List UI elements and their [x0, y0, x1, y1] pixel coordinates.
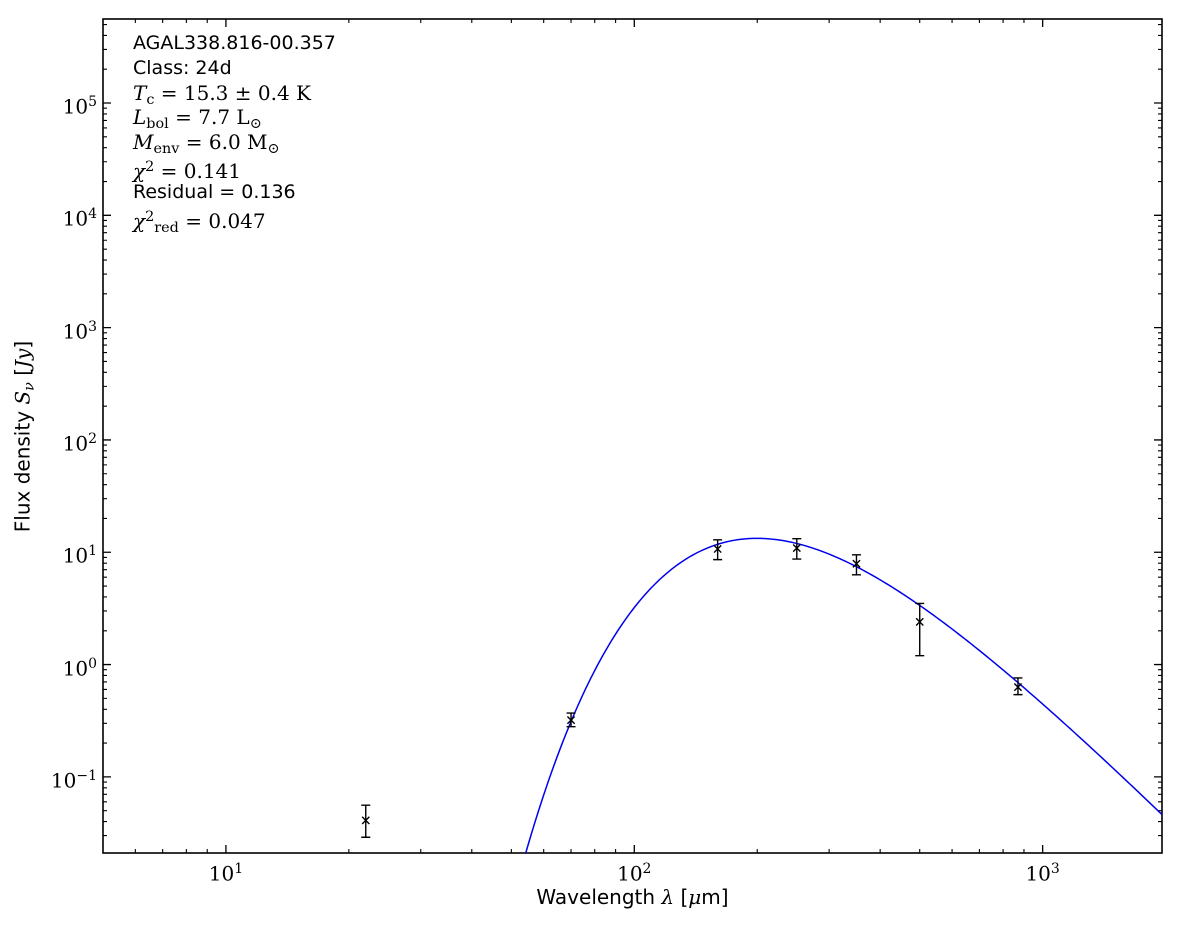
x-tick-label: 101 [208, 861, 244, 886]
plot-border [102, 18, 1163, 854]
annotation-block: AGAL338.816-00.357 Class: 24d Tc = 15.3 ± … [133, 31, 336, 236]
data-point-marker [713, 544, 722, 554]
y-tick-label: 101 [62, 543, 97, 568]
axis-ticks-minor [103, 19, 1162, 853]
y-tick-label: 104 [62, 206, 97, 232]
y-tick-label: 103 [62, 318, 97, 344]
annotation-line: Tc = 15.3 ± 0.4 K [133, 80, 311, 108]
annotation-line: Lbol = 7.7 L⊙ [133, 105, 262, 133]
data-point-marker [361, 816, 370, 825]
y-tick-label: 10−1 [50, 767, 97, 793]
axis-ticks-major [103, 19, 1162, 853]
fit-curve [524, 537, 1162, 853]
data-point-errorbar [851, 554, 861, 576]
annotation-line: Residual = 0.136 [133, 180, 296, 203]
data-point-marker [792, 543, 801, 553]
data-point-errorbar [915, 602, 925, 657]
annotation-line: Menv = 6.0 M⊙ [133, 130, 280, 158]
x-tick-label: 102 [617, 861, 652, 886]
data-point-marker [915, 617, 924, 626]
x-axis-label: Wavelength λ [μm] [536, 885, 729, 909]
y-tick-label: 100 [62, 655, 97, 681]
data-point-marker [566, 716, 576, 725]
data-point-marker [1013, 683, 1023, 692]
annotation-line: χ2red = 0.047 [133, 208, 266, 236]
data-point-marker [852, 559, 861, 568]
x-tick-label: 103 [1025, 861, 1060, 886]
annotation-line: Class: 24d [133, 56, 232, 79]
y-tick-label: 105 [62, 94, 97, 119]
annotation-line: χ2 = 0.141 [133, 158, 242, 184]
y-axis-label: Flux density Sν [Jy] [10, 340, 38, 533]
annotation-line: AGAL338.816-00.357 [133, 32, 336, 54]
y-tick-label: 102 [62, 430, 97, 456]
